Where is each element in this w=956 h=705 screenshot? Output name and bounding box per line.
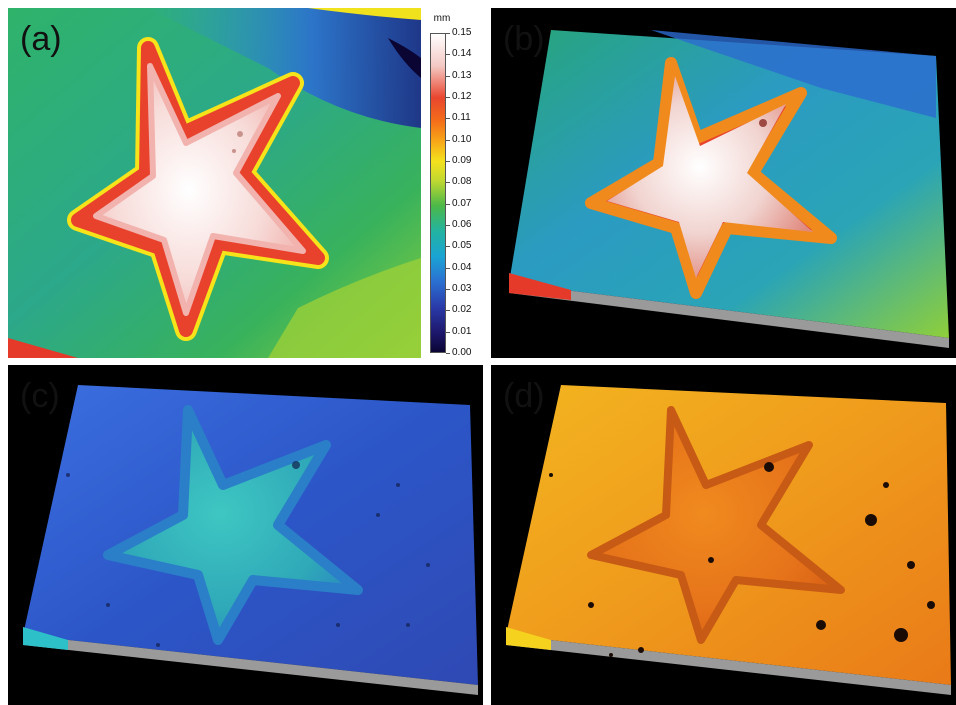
colorbar-tick-mark [446, 225, 450, 226]
panel-d-label: (d) [503, 377, 545, 415]
colorbar-tick-mark [446, 353, 450, 354]
colorbar-tick-label: 0.14 [452, 48, 472, 60]
colorbar-tick-label: 0.06 [452, 219, 472, 230]
colorbar-tick-label: 0.13 [452, 69, 472, 81]
colorbar-tick-mark [446, 118, 450, 120]
colorbar-tick-mark [446, 267, 450, 269]
panel-c-label: (c) [20, 377, 60, 415]
colorbar-tick-mark [446, 161, 450, 162]
colorbar-tick-mark [446, 54, 450, 56]
colorbar-tick-label: 0.03 [452, 283, 472, 294]
colorbar-gradient [430, 33, 446, 353]
panel-a-heightmap: (a) [8, 8, 421, 358]
panel-b-image [509, 30, 949, 348]
colorbar-tick-mark [446, 203, 450, 205]
colorbar-tick-label: 0.10 [452, 133, 472, 145]
colorbar-tick-label: 0.02 [452, 304, 472, 316]
panel-d-3d-orange: (d) [491, 365, 956, 705]
panel-d-image [506, 385, 951, 695]
panel-c-image [23, 385, 478, 695]
colorbar-tick-mark [446, 182, 450, 184]
colorbar-tick-mark [446, 246, 450, 248]
colorbar-tick-label: 0.11 [452, 112, 471, 124]
colorbar-tick-mark [446, 97, 450, 98]
colorbar-tick-mark [446, 289, 450, 290]
panel-c-3d-blue: (c) [8, 365, 483, 705]
colorbar-tick-label: 0.01 [452, 325, 472, 337]
colorbar-tick-mark [446, 33, 450, 34]
colorbar-tick-label: 0.04 [452, 261, 472, 273]
colorbar-tick-mark [446, 75, 450, 77]
panel-a-label: (a) [20, 20, 62, 58]
colorbar-tick-label: 0.12 [452, 91, 472, 102]
colorbar-tick-label: 0.00 [452, 347, 472, 358]
colorbar-tick-label: 0.09 [452, 155, 472, 166]
colorbar-tick-label: 0.05 [452, 240, 472, 252]
colorbar-tick-mark [446, 139, 450, 141]
panel-b-3d-rainbow: (b) [491, 8, 956, 358]
colorbar-tick-label: 0.15 [452, 27, 472, 38]
colorbar-tick-mark [446, 310, 450, 312]
panel-a-image [8, 8, 421, 358]
panel-b-label: (b) [503, 20, 545, 58]
colorbar-tick-label: 0.08 [452, 176, 472, 188]
height-colorbar: mm 0.15 0.14 0.13 0.12 0.11 0.10 0.09 0.08 0.07 0… [426, 8, 486, 358]
colorbar-unit: mm [433, 13, 451, 24]
colorbar-tick-mark [446, 331, 450, 333]
colorbar-tick-label: 0.07 [452, 197, 472, 209]
